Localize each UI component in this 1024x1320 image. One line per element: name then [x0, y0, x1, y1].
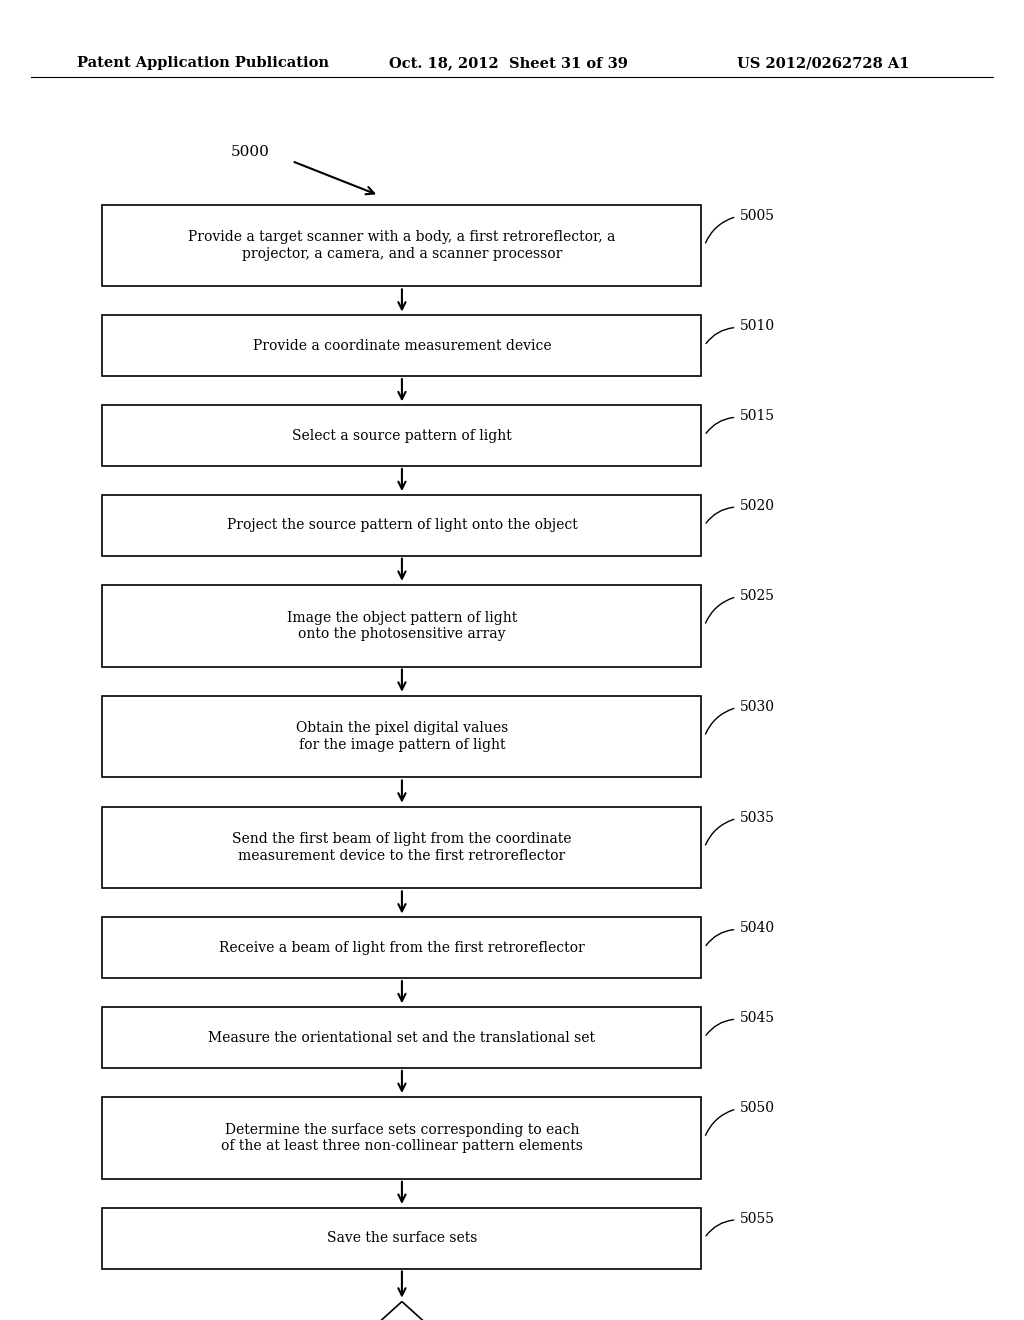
Text: 5035: 5035: [739, 810, 774, 825]
FancyBboxPatch shape: [102, 495, 701, 556]
Text: 5020: 5020: [739, 499, 774, 513]
FancyBboxPatch shape: [102, 1208, 701, 1269]
FancyBboxPatch shape: [102, 405, 701, 466]
Text: Send the first beam of light from the coordinate
measurement device to the first: Send the first beam of light from the co…: [232, 833, 571, 862]
Text: Provide a coordinate measurement device: Provide a coordinate measurement device: [253, 339, 551, 352]
Text: Receive a beam of light from the first retroreflector: Receive a beam of light from the first r…: [219, 941, 585, 954]
Text: 5005: 5005: [739, 209, 774, 223]
Text: Measure the orientational set and the translational set: Measure the orientational set and the tr…: [209, 1031, 595, 1044]
Text: Project the source pattern of light onto the object: Project the source pattern of light onto…: [226, 519, 578, 532]
Text: Image the object pattern of light
onto the photosensitive array: Image the object pattern of light onto t…: [287, 611, 517, 640]
FancyBboxPatch shape: [102, 696, 701, 777]
Text: 5000: 5000: [230, 145, 269, 158]
Text: Save the surface sets: Save the surface sets: [327, 1232, 477, 1245]
Text: 5025: 5025: [739, 589, 774, 603]
Text: 5045: 5045: [739, 1011, 774, 1026]
Text: 5050: 5050: [739, 1101, 774, 1115]
Text: 5030: 5030: [739, 700, 774, 714]
Text: Obtain the pixel digital values
for the image pattern of light: Obtain the pixel digital values for the …: [296, 722, 508, 751]
FancyBboxPatch shape: [102, 585, 701, 667]
FancyBboxPatch shape: [102, 1097, 701, 1179]
Text: US 2012/0262728 A1: US 2012/0262728 A1: [737, 57, 909, 70]
Text: Patent Application Publication: Patent Application Publication: [77, 57, 329, 70]
Text: 5015: 5015: [739, 409, 774, 424]
Text: Provide a target scanner with a body, a first retroreflector, a
projector, a cam: Provide a target scanner with a body, a …: [188, 231, 615, 260]
Text: Determine the surface sets corresponding to each
of the at least three non-colli: Determine the surface sets corresponding…: [221, 1123, 583, 1152]
FancyBboxPatch shape: [102, 807, 701, 888]
FancyBboxPatch shape: [102, 315, 701, 376]
Text: Oct. 18, 2012  Sheet 31 of 39: Oct. 18, 2012 Sheet 31 of 39: [389, 57, 628, 70]
Text: 5040: 5040: [739, 921, 774, 936]
FancyBboxPatch shape: [102, 205, 701, 286]
Text: 5010: 5010: [739, 319, 774, 334]
FancyBboxPatch shape: [102, 917, 701, 978]
Text: Select a source pattern of light: Select a source pattern of light: [292, 429, 512, 442]
FancyBboxPatch shape: [102, 1007, 701, 1068]
Text: 5055: 5055: [739, 1212, 774, 1226]
